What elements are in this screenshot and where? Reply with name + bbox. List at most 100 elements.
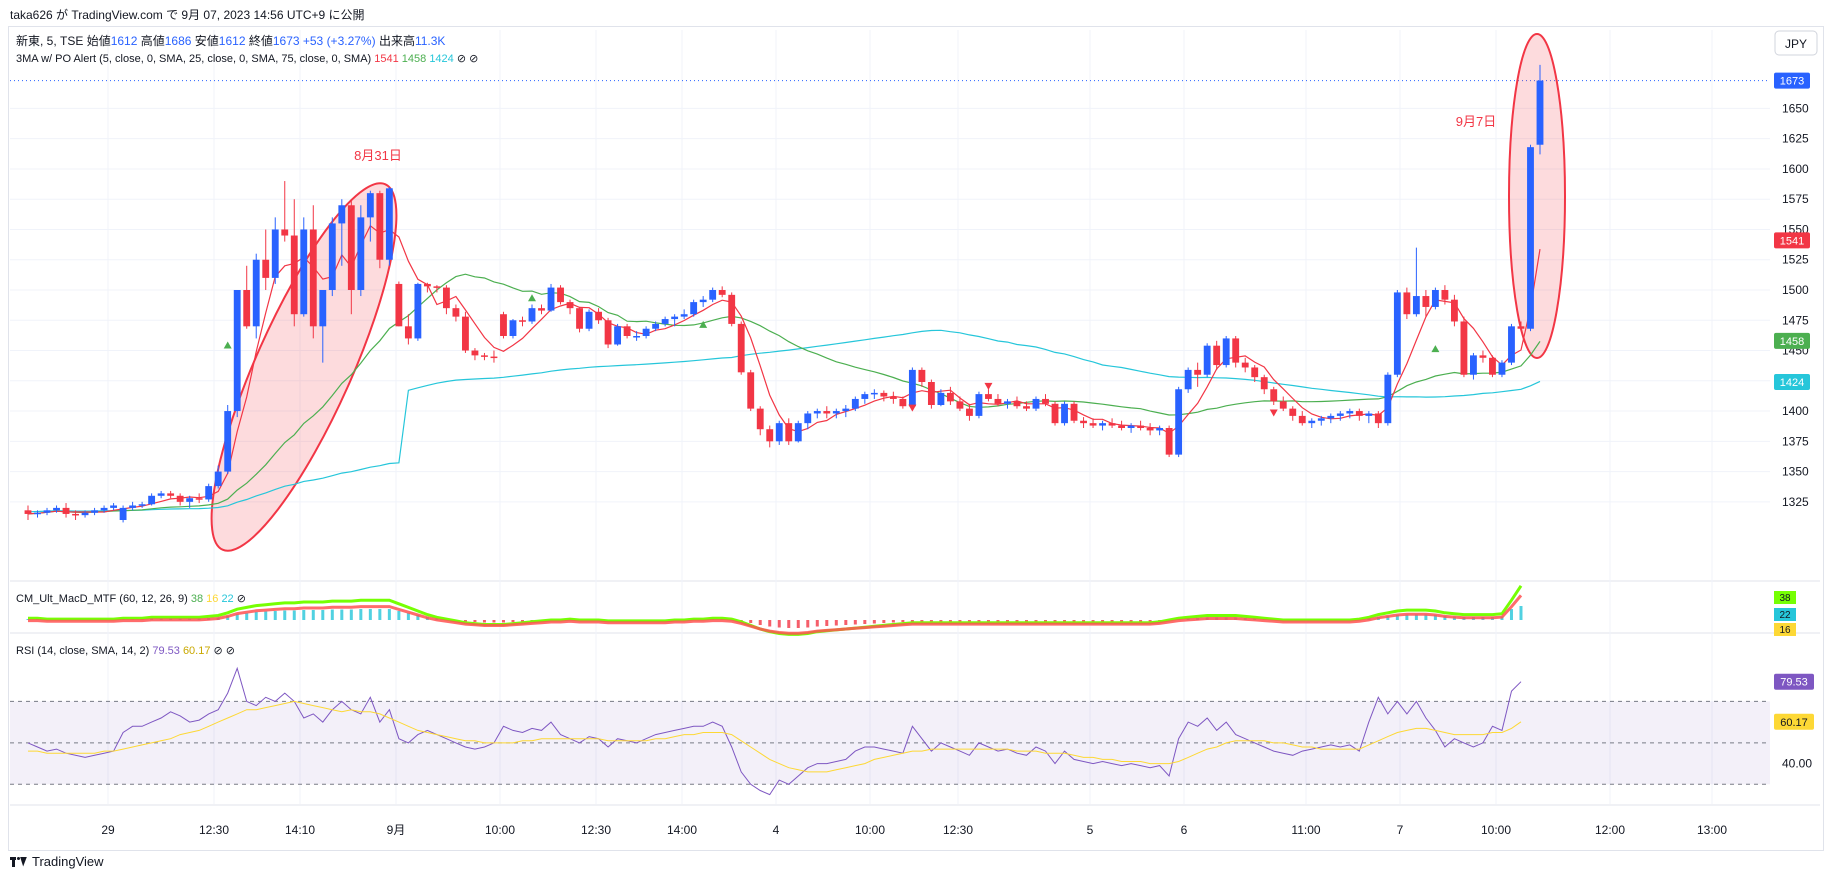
macd-histogram-bar: [340, 609, 344, 620]
macd-histogram-bar: [749, 620, 753, 623]
y-tick-label: 1625: [1782, 132, 1809, 146]
candle-body: [604, 320, 612, 345]
currency-button: [1774, 30, 1818, 56]
candle: [1450, 294, 1458, 327]
legend-item: 始値: [87, 33, 111, 48]
price-badge-label: 1541: [1780, 235, 1804, 247]
candle: [889, 391, 897, 404]
candle: [138, 501, 146, 508]
x-tick-label: 7: [1397, 823, 1404, 837]
candle: [91, 507, 98, 516]
candle-body: [1327, 415, 1335, 419]
candle-body: [1527, 147, 1534, 329]
footer-brand: TradingView: [32, 854, 104, 869]
candle-body: [576, 308, 583, 329]
currency-label: JPY: [1785, 37, 1807, 51]
candle-body: [1004, 401, 1011, 404]
candle-body: [224, 411, 232, 472]
candle-body: [1460, 321, 1468, 375]
candle: [157, 490, 165, 499]
candle-body: [1032, 398, 1040, 409]
candle-body: [747, 372, 755, 409]
candle-body: [243, 290, 251, 327]
macd-histogram-bar: [473, 620, 477, 622]
legend-item: 1612: [111, 34, 141, 48]
x-tick-label: 13:00: [1697, 823, 1727, 837]
macd-histogram-bar: [891, 620, 895, 623]
candle-body: [233, 290, 241, 412]
candle-body: [481, 355, 488, 357]
macd-histogram-bar: [1091, 620, 1095, 622]
y-tick-label: 1375: [1782, 434, 1809, 448]
candle: [195, 493, 203, 504]
macd-histogram-bar: [939, 620, 943, 622]
candle-body: [262, 259, 270, 278]
candle-body: [1498, 362, 1506, 375]
candle: [737, 321, 745, 375]
candle-body: [813, 411, 821, 414]
rsi-legend: RSI (14, close, SMA, 14, 2) 79.53 60.17 …: [16, 645, 235, 657]
candle: [1336, 411, 1344, 421]
candle-body: [985, 394, 992, 399]
x-tick-label: 12:30: [943, 823, 973, 837]
macd-histogram-bar: [406, 613, 410, 620]
candle-body: [671, 316, 679, 320]
x-tick-label: 12:30: [199, 823, 229, 837]
candle: [262, 229, 270, 290]
candle: [1403, 287, 1411, 320]
macd-histogram-bar: [368, 609, 372, 620]
macd-badge-label: 38: [1779, 593, 1791, 604]
candle: [519, 316, 526, 327]
candle-body: [376, 193, 384, 260]
candle-body: [366, 193, 374, 218]
y-tick-label: 1650: [1782, 101, 1809, 115]
candle-body: [785, 423, 793, 442]
macd-histogram-bar: [901, 620, 905, 622]
candle: [509, 319, 517, 339]
candle: [728, 292, 736, 327]
candle-body: [1365, 413, 1373, 416]
candle: [24, 505, 32, 520]
candle-body: [1232, 338, 1240, 363]
chart-frame: [8, 26, 1824, 851]
candle: [328, 217, 336, 297]
candle-body: [1099, 423, 1106, 426]
macd-histogram-bar: [511, 620, 515, 622]
x-tick-label: 14:10: [285, 823, 315, 837]
candle-body: [775, 423, 783, 442]
macd-histogram-bar: [492, 620, 496, 623]
rsi-line: [27, 666, 1522, 796]
macd-histogram-bar: [853, 620, 857, 625]
candle: [804, 411, 812, 430]
macd-histogram-bar: [1024, 620, 1028, 622]
candle: [1241, 357, 1249, 373]
candle-body: [728, 294, 736, 324]
candle: [604, 317, 612, 349]
rsi-badge-label: 60.17: [1780, 717, 1808, 729]
candle: [338, 199, 346, 266]
x-tick-label: 11:00: [1291, 823, 1320, 837]
macd-histogram-bar: [1101, 620, 1105, 622]
candle-body: [880, 392, 888, 397]
candle-body: [395, 283, 403, 327]
candle: [1089, 418, 1097, 428]
candle-body: [737, 323, 745, 373]
price-badge: [1774, 72, 1810, 89]
candle-body: [1308, 420, 1316, 424]
candle: [1470, 352, 1477, 380]
candle: [538, 304, 545, 315]
candle-body: [1441, 290, 1449, 300]
candle-body: [633, 336, 641, 338]
candle: [423, 282, 431, 293]
footer: TradingView: [10, 854, 104, 869]
macd-histogram-bar: [1053, 620, 1057, 622]
macd-histogram-bar: [1034, 620, 1038, 622]
macd-histogram-bar: [520, 620, 524, 622]
price-badge-label: 1458: [1780, 336, 1804, 348]
candle: [633, 331, 641, 341]
candle-body: [680, 314, 688, 317]
macd-histogram-bar: [996, 620, 1000, 622]
macd-histogram-bar: [292, 610, 296, 620]
legend-item: 60.17: [183, 645, 214, 657]
